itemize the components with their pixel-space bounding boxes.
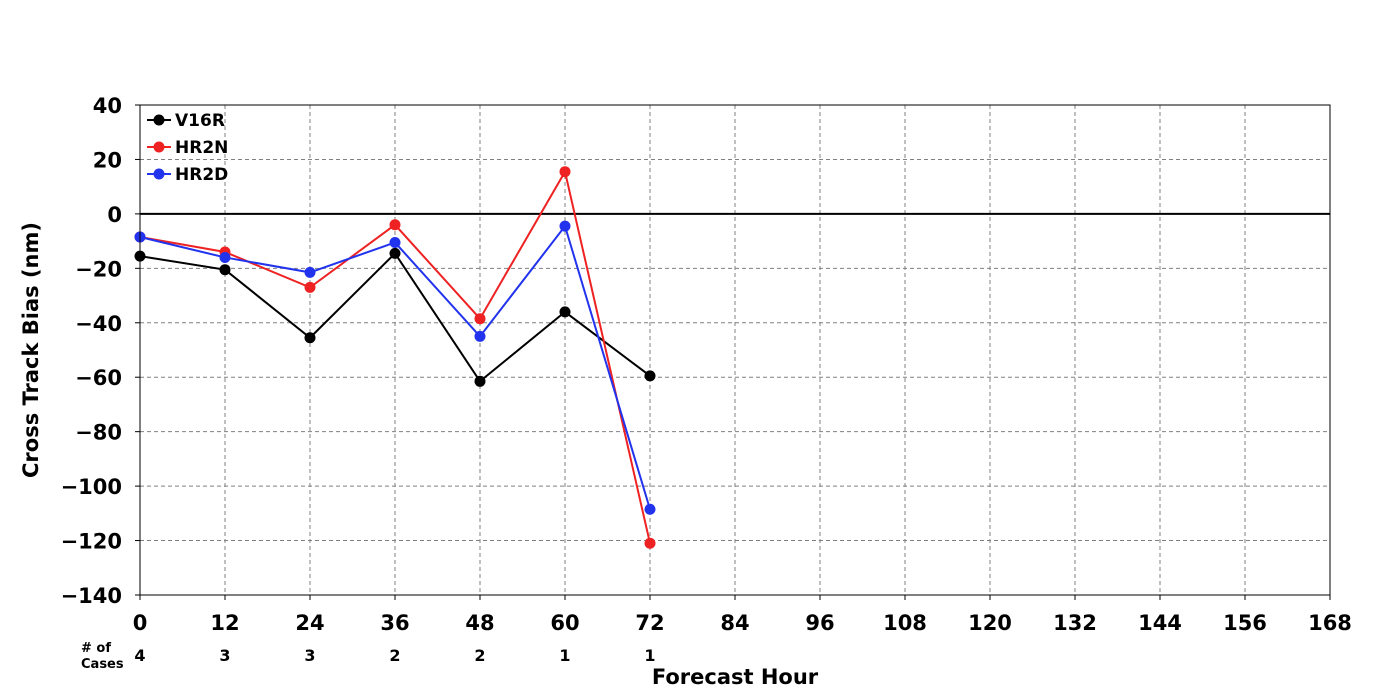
legend-label: V16R — [175, 111, 225, 131]
y-axis-ticks: 40 20 0 −20 −40 −60 −80 −100 −120 −140 — [61, 94, 140, 608]
x-tick-label: 36 — [380, 611, 409, 635]
legend-marker — [153, 114, 165, 126]
x-tick-label: 132 — [1053, 611, 1097, 635]
series-v16r — [134, 247, 656, 387]
y-tick-label: −80 — [75, 421, 122, 445]
data-point — [644, 537, 656, 549]
x-tick-label: 84 — [720, 611, 749, 635]
x-tick-label: 60 — [550, 611, 579, 635]
x-tick-label: 12 — [210, 611, 239, 635]
data-point — [474, 375, 486, 387]
legend-item-hr2n: HR2N — [147, 138, 228, 158]
data-point — [474, 330, 486, 342]
x-axis-ticks: 0 12 24 36 48 60 72 84 96 108 120 132 144 156 168 — [133, 595, 1352, 635]
data-point — [474, 313, 486, 325]
x-tick-label: 144 — [1138, 611, 1182, 635]
x-tick-label: 0 — [133, 611, 148, 635]
case-count: 3 — [304, 646, 315, 665]
y-tick-label: 40 — [93, 94, 122, 118]
legend-label: HR2N — [175, 138, 228, 158]
y-tick-label: −120 — [61, 530, 122, 554]
grid — [140, 105, 1330, 595]
x-tick-label: 120 — [968, 611, 1012, 635]
data-point — [389, 247, 401, 259]
case-count: 1 — [559, 646, 570, 665]
data-point — [219, 264, 231, 276]
legend-label: HR2D — [175, 165, 228, 185]
y-tick-label: −140 — [61, 584, 122, 608]
cases-label-line2: Cases — [81, 657, 124, 672]
y-tick-label: 20 — [93, 148, 122, 172]
data-point — [304, 266, 316, 278]
y-tick-label: −20 — [75, 257, 122, 281]
x-tick-label: 168 — [1308, 611, 1352, 635]
case-count: 4 — [134, 646, 145, 665]
series-lines — [134, 166, 656, 549]
case-count: 1 — [644, 646, 655, 665]
x-tick-label: 72 — [635, 611, 664, 635]
legend-item-v16r: V16R — [147, 111, 225, 131]
cases-label-line1: # of — [81, 641, 111, 656]
data-point — [644, 503, 656, 515]
data-point — [219, 251, 231, 263]
x-tick-label: 24 — [295, 611, 324, 635]
legend: V16R HR2N HR2D — [147, 111, 228, 185]
legend-marker — [153, 141, 165, 153]
legend-marker — [153, 168, 165, 180]
x-tick-label: 108 — [883, 611, 927, 635]
x-axis-title: Forecast Hour — [652, 665, 819, 689]
y-tick-label: −100 — [61, 475, 122, 499]
case-count: 2 — [474, 646, 485, 665]
data-point — [644, 370, 656, 382]
x-tick-label: 156 — [1223, 611, 1267, 635]
legend-item-hr2d: HR2D — [147, 165, 228, 185]
y-axis-title: Cross Track Bias (nm) — [19, 222, 43, 478]
y-tick-label: 0 — [107, 203, 122, 227]
data-point — [559, 306, 571, 318]
data-point — [559, 166, 571, 178]
x-tick-label: 48 — [465, 611, 494, 635]
data-point — [389, 219, 401, 231]
x-tick-label: 96 — [805, 611, 834, 635]
data-point — [389, 236, 401, 248]
cases-row: # of Cases 4 3 3 2 2 1 1 — [81, 641, 656, 672]
y-tick-label: −60 — [75, 366, 122, 390]
data-point — [559, 220, 571, 232]
y-tick-label: −40 — [75, 312, 122, 336]
data-point — [304, 281, 316, 293]
data-point — [304, 332, 316, 344]
case-count: 2 — [389, 646, 400, 665]
case-count: 3 — [219, 646, 230, 665]
